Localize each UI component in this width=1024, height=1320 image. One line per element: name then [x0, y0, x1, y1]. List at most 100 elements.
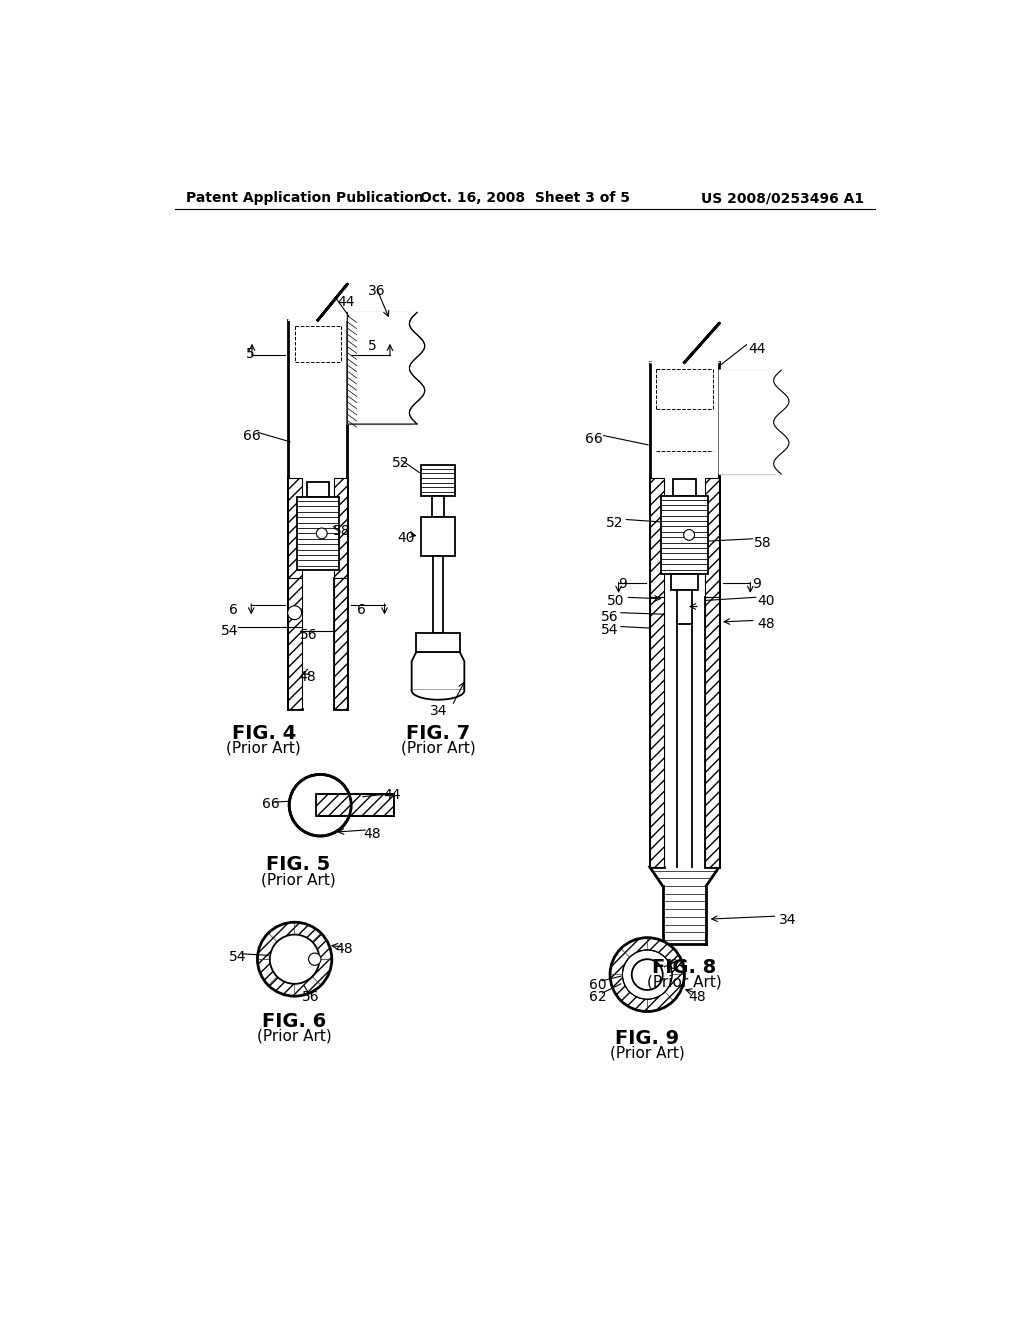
Text: 54: 54 — [228, 950, 246, 964]
Bar — [297, 498, 339, 570]
Bar — [421, 517, 455, 556]
Text: US 2008/0253496 A1: US 2008/0253496 A1 — [701, 191, 864, 206]
Wedge shape — [295, 923, 321, 941]
Text: FIG. 9: FIG. 9 — [615, 1028, 679, 1048]
Wedge shape — [312, 960, 332, 985]
Wedge shape — [665, 949, 684, 974]
Text: 40: 40 — [758, 594, 775, 609]
Bar — [316, 795, 394, 816]
Text: (Prior Art): (Prior Art) — [400, 741, 475, 755]
Text: 50: 50 — [607, 594, 625, 609]
Bar — [307, 482, 329, 498]
Wedge shape — [321, 784, 351, 805]
Wedge shape — [621, 993, 647, 1011]
Text: 44: 44 — [384, 788, 401, 803]
Wedge shape — [321, 775, 342, 805]
Text: FIG. 5: FIG. 5 — [266, 855, 331, 874]
Wedge shape — [321, 805, 351, 826]
Bar — [432, 496, 444, 517]
Circle shape — [289, 775, 351, 836]
Wedge shape — [257, 960, 278, 985]
Bar — [706, 597, 719, 867]
Bar — [289, 478, 302, 578]
Text: 40: 40 — [397, 531, 415, 545]
Text: Patent Application Publication: Patent Application Publication — [186, 191, 424, 206]
Text: (Prior Art): (Prior Art) — [647, 974, 722, 990]
Bar — [334, 578, 347, 709]
Circle shape — [684, 529, 694, 540]
Polygon shape — [347, 313, 425, 424]
Polygon shape — [289, 284, 347, 321]
Wedge shape — [647, 974, 658, 990]
Circle shape — [289, 775, 351, 836]
Polygon shape — [649, 867, 663, 944]
Text: Oct. 16, 2008  Sheet 3 of 5: Oct. 16, 2008 Sheet 3 of 5 — [420, 191, 630, 206]
Text: 34: 34 — [779, 913, 797, 927]
Wedge shape — [647, 937, 674, 957]
Wedge shape — [257, 933, 278, 960]
Bar — [334, 478, 347, 578]
Text: 48: 48 — [688, 990, 706, 1005]
Wedge shape — [632, 964, 647, 974]
Circle shape — [316, 528, 328, 539]
Bar — [649, 597, 664, 867]
Wedge shape — [289, 805, 321, 826]
Bar — [417, 632, 460, 652]
Bar — [649, 478, 664, 597]
Wedge shape — [610, 949, 630, 974]
Text: (Prior Art): (Prior Art) — [257, 1028, 332, 1044]
Text: FIG. 8: FIG. 8 — [652, 958, 717, 977]
Bar — [673, 479, 696, 496]
Bar — [316, 795, 394, 816]
Text: 66: 66 — [586, 432, 603, 446]
Wedge shape — [610, 974, 630, 1001]
Wedge shape — [298, 805, 321, 836]
Text: 58: 58 — [755, 536, 772, 549]
Text: (Prior Art): (Prior Art) — [610, 1045, 685, 1060]
Text: 48: 48 — [299, 671, 316, 685]
Polygon shape — [649, 323, 719, 363]
Text: 56: 56 — [601, 610, 618, 623]
Text: 60: 60 — [589, 978, 607, 991]
Bar — [662, 496, 708, 574]
Text: 5: 5 — [369, 339, 377, 354]
Wedge shape — [647, 974, 663, 986]
Text: FIG. 6: FIG. 6 — [262, 1011, 327, 1031]
Text: 54: 54 — [601, 623, 618, 638]
Bar — [421, 465, 455, 496]
Text: 48: 48 — [336, 942, 353, 956]
Text: 54: 54 — [221, 624, 239, 639]
Polygon shape — [412, 690, 464, 700]
Bar — [706, 478, 719, 597]
Text: FIG. 4: FIG. 4 — [231, 725, 296, 743]
Wedge shape — [632, 974, 647, 986]
Wedge shape — [295, 977, 321, 997]
Circle shape — [623, 950, 672, 999]
Wedge shape — [621, 937, 647, 957]
Text: 52: 52 — [606, 516, 624, 531]
Polygon shape — [707, 867, 719, 944]
Wedge shape — [647, 960, 658, 974]
Text: 66: 66 — [243, 429, 260, 444]
Text: 48: 48 — [758, 618, 775, 631]
Wedge shape — [321, 805, 342, 836]
Text: 44: 44 — [337, 296, 354, 309]
Text: FIG. 7: FIG. 7 — [406, 725, 470, 743]
Bar — [433, 556, 442, 632]
Text: 44: 44 — [748, 342, 766, 355]
Text: 66: 66 — [262, 797, 280, 812]
Circle shape — [308, 953, 321, 965]
Bar — [289, 578, 302, 709]
Circle shape — [270, 935, 319, 983]
Polygon shape — [719, 370, 790, 474]
Wedge shape — [647, 964, 663, 974]
Text: 58: 58 — [334, 524, 351, 539]
Wedge shape — [289, 784, 321, 805]
Wedge shape — [312, 933, 332, 960]
Text: 36: 36 — [369, 284, 386, 298]
Text: 56: 56 — [302, 990, 319, 1005]
Wedge shape — [268, 977, 295, 997]
Wedge shape — [636, 960, 647, 974]
Text: (Prior Art): (Prior Art) — [261, 873, 336, 887]
Text: 62: 62 — [589, 990, 607, 1005]
